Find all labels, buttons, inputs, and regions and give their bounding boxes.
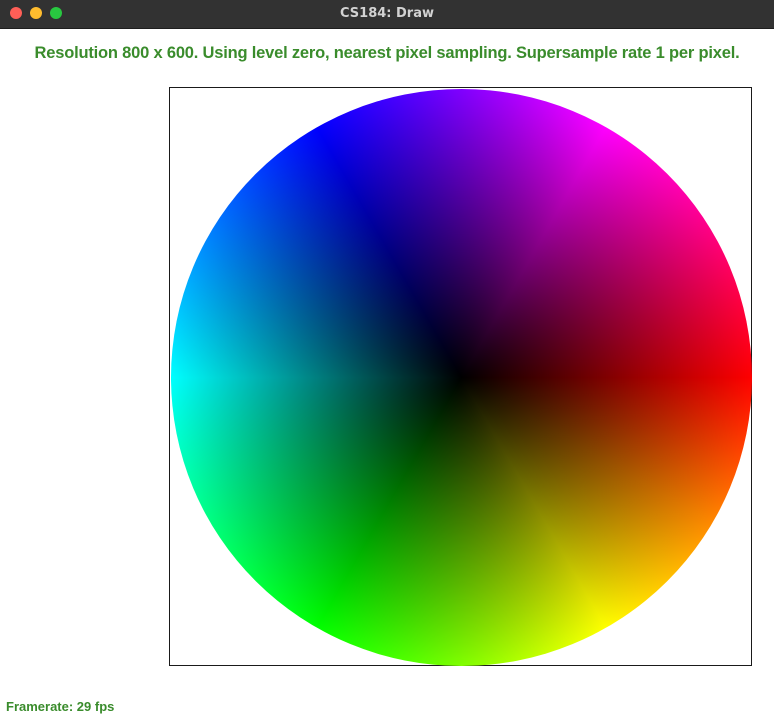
close-window-button[interactable] bbox=[10, 7, 22, 19]
minimize-window-button[interactable] bbox=[30, 7, 42, 19]
color-wheel-image bbox=[171, 89, 752, 666]
maximize-window-button[interactable] bbox=[50, 7, 62, 19]
window-title: CS184: Draw bbox=[340, 6, 434, 21]
title-bar[interactable]: CS184: Draw bbox=[0, 0, 774, 29]
render-status-text: Resolution 800 x 600. Using level zero, … bbox=[34, 44, 740, 62]
render-canvas[interactable] bbox=[169, 87, 752, 666]
framerate-label: Framerate: 29 fps bbox=[6, 699, 115, 714]
